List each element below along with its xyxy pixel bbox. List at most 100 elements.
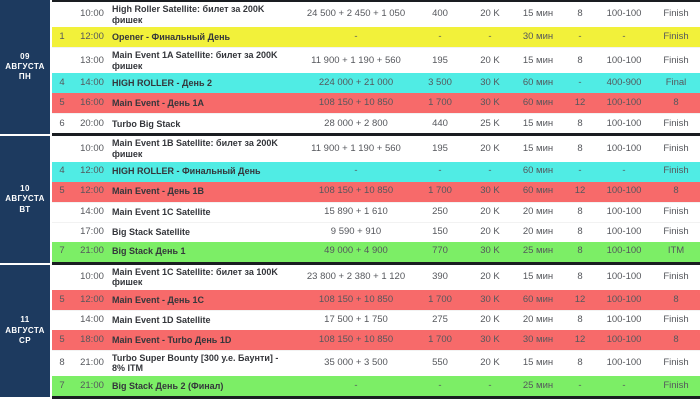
tournament-name: High Roller Satellite: билет за 200K фиш… — [112, 4, 265, 25]
blinds-cell: 100-100 — [606, 314, 642, 326]
table-row[interactable]: 5 16:00 Main Event - День 1A 108 150 + 10 8… — [52, 93, 700, 114]
entries-cell: 1 700 — [428, 97, 452, 109]
blinds-cell: - — [622, 379, 626, 391]
tournament-name: Main Event 1B Satellite: билет за 200K ф… — [112, 138, 278, 160]
table-row[interactable]: 6 20:00 Turbo Big Stack 28 000 + 2 800 440 25… — [52, 113, 700, 134]
row-number: 6 — [59, 117, 65, 129]
buyin-cell: 15 890 + 1 610 — [324, 205, 388, 217]
time-cell: 14:00 — [80, 205, 104, 217]
stack-cell: - — [488, 31, 492, 42]
stack-cell: - — [488, 379, 492, 391]
entries-cell: 195 — [432, 54, 448, 66]
entries-cell: 3 500 — [428, 77, 452, 89]
blinds-cell: 100-100 — [606, 245, 642, 257]
late-reg-cell: 12 — [574, 293, 586, 305]
tournament-name: HIGH ROLLER - День 2 — [112, 78, 212, 89]
buyin-cell: 28 000 + 2 800 — [324, 117, 388, 129]
table-row[interactable]: 5 18:00 Main Event - Turbo День 1D 108 150 … — [52, 329, 700, 350]
table-row[interactable]: 7 21:00 Big Stack День 1 49 000 + 4 900 770 3… — [52, 241, 700, 262]
late-reg-cell: 12 — [574, 333, 586, 345]
entries-cell: 770 — [432, 245, 448, 257]
blinds-cell: 100-100 — [606, 271, 642, 283]
late-reg-cell: 8 — [577, 117, 583, 129]
buyin-cell: 108 150 + 10 850 — [318, 97, 394, 109]
level-duration-cell: 15 мин — [522, 8, 554, 20]
status-cell: Finish — [663, 225, 689, 237]
table-row[interactable]: 5 12:00 Main Event - День 1B 108 150 + 10 8… — [52, 181, 700, 202]
stack-cell: 20 K — [480, 314, 500, 326]
row-number: 4 — [59, 77, 65, 89]
status-cell: Finish — [663, 31, 689, 42]
date-weekday: СР — [19, 336, 31, 346]
stack-cell: - — [488, 165, 492, 177]
buyin-cell: 23 800 + 2 380 + 1 120 — [306, 271, 406, 283]
level-duration-cell: 25 мин — [522, 379, 554, 391]
buyin-cell: 9 590 + 910 — [330, 225, 382, 237]
table-row[interactable]: 10:00 Main Event 1B Satellite: билет за 2… — [52, 136, 700, 162]
date-month: АВГУСТА — [5, 194, 45, 204]
date-sidebar: 11 АВГУСТА СР — [0, 264, 50, 398]
table-row[interactable]: 14:00 Main Event 1C Satellite 15 890 + 1 6… — [52, 201, 700, 222]
buyin-cell: 108 150 + 10 850 — [318, 293, 394, 305]
level-duration-cell: 15 мин — [522, 117, 554, 129]
stack-cell: 20 K — [480, 357, 500, 369]
stack-cell: 30 K — [480, 245, 500, 257]
table-row[interactable]: 13:00 Main Event 1A Satellite: билет за 2… — [52, 47, 700, 74]
row-number: 5 — [59, 333, 65, 345]
row-number: 5 — [59, 97, 65, 109]
tournament-name: HIGH ROLLER - Финальный День — [112, 166, 261, 177]
time-cell: 14:00 — [80, 314, 104, 326]
table-row[interactable]: 4 14:00 HIGH ROLLER - День 2 224 000 + 21 0… — [52, 73, 700, 94]
late-reg-cell: 8 — [577, 8, 583, 20]
time-cell: 12:00 — [80, 165, 104, 177]
table-row[interactable]: 1 12:00 Opener - Финальный День - - - 30 мин - -… — [52, 27, 700, 48]
blinds-cell: 100-100 — [606, 54, 642, 66]
entries-cell: 195 — [432, 142, 448, 154]
late-reg-cell: 12 — [574, 185, 586, 197]
tournament-name: Opener - Финальный День — [112, 31, 231, 42]
status-cell: Finish — [663, 8, 689, 20]
late-reg-cell: - — [578, 77, 582, 89]
late-reg-cell: 8 — [577, 205, 583, 217]
status-cell: Finish — [663, 314, 689, 326]
entries-cell: - — [438, 165, 442, 177]
buyin-cell: 35 000 + 3 500 — [324, 357, 388, 369]
entries-cell: 250 — [432, 205, 448, 217]
status-cell: Finish — [663, 271, 689, 283]
entries-cell: 1 700 — [428, 185, 452, 197]
stack-cell: 30 K — [480, 185, 500, 197]
late-reg-cell: - — [578, 31, 582, 42]
table-row[interactable]: 5 12:00 Main Event - День 1C 108 150 + 10 8… — [52, 289, 700, 310]
table-row[interactable]: 7 21:00 Big Stack День 2 (Финал) - - - 25 мин -… — [52, 376, 700, 397]
time-cell: 17:00 — [80, 225, 104, 237]
tournament-name: Turbo Super Bounty [300 у.е. Баунти] - 8… — [112, 352, 279, 374]
tournament-name: Main Event - День 1C — [112, 294, 205, 305]
blinds-cell: - — [622, 31, 626, 42]
level-duration-cell: 30 мин — [522, 31, 554, 42]
buyin-cell: - — [354, 165, 358, 177]
time-cell: 14:00 — [80, 77, 104, 89]
table-row[interactable]: 17:00 Big Stack Satellite 9 590 + 910 150 20… — [52, 221, 700, 242]
blinds-cell: 100-100 — [606, 205, 642, 217]
table-row[interactable]: 10:00 Main Event 1C Satellite: билет за 1… — [52, 264, 700, 290]
row-number: 5 — [59, 185, 65, 197]
buyin-cell: 108 150 + 10 850 — [318, 333, 394, 345]
time-cell: 21:00 — [80, 379, 104, 391]
late-reg-cell: - — [578, 379, 582, 391]
blinds-cell: 400-900 — [606, 77, 642, 89]
entries-cell: 400 — [432, 8, 448, 20]
table-row[interactable]: 10:00 High Roller Satellite: билет за 200… — [52, 2, 700, 28]
stack-cell: 25 K — [480, 117, 500, 129]
blinds-cell: 100-100 — [606, 185, 642, 197]
table-row[interactable]: 8 21:00 Turbo Super Bounty [300 у.е. Баунт… — [52, 349, 700, 377]
date-day: 09 — [20, 51, 30, 61]
table-row[interactable]: 4 12:00 HIGH ROLLER - Финальный День - - - 60 … — [52, 161, 700, 182]
table-row[interactable]: 14:00 Main Event 1D Satellite 17 500 + 1 7… — [52, 309, 700, 330]
level-duration-cell: 30 мин — [522, 333, 554, 345]
tournament-name: Main Event 1D Satellite — [112, 315, 211, 326]
time-cell: 12:00 — [80, 185, 104, 197]
status-cell: ITM — [667, 245, 685, 257]
tournament-name: Main Event - День 1A — [112, 98, 205, 109]
level-duration-cell: 20 мин — [522, 225, 554, 237]
date-day: 10 — [20, 183, 30, 193]
